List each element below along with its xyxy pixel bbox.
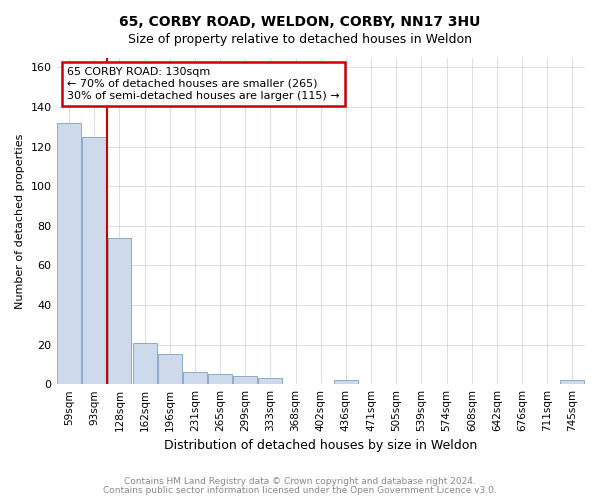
Text: 65 CORBY ROAD: 130sqm
← 70% of detached houses are smaller (265)
30% of semi-det: 65 CORBY ROAD: 130sqm ← 70% of detached … <box>67 68 340 100</box>
Bar <box>57 123 81 384</box>
Bar <box>158 354 182 384</box>
Text: 65, CORBY ROAD, WELDON, CORBY, NN17 3HU: 65, CORBY ROAD, WELDON, CORBY, NN17 3HU <box>119 15 481 29</box>
Bar <box>183 372 207 384</box>
X-axis label: Distribution of detached houses by size in Weldon: Distribution of detached houses by size … <box>164 440 478 452</box>
Bar <box>107 238 131 384</box>
Bar <box>82 136 106 384</box>
Bar <box>259 378 283 384</box>
Bar <box>233 376 257 384</box>
Bar <box>334 380 358 384</box>
Y-axis label: Number of detached properties: Number of detached properties <box>15 133 25 308</box>
Bar <box>133 342 157 384</box>
Bar <box>208 374 232 384</box>
Text: Size of property relative to detached houses in Weldon: Size of property relative to detached ho… <box>128 32 472 46</box>
Text: Contains public sector information licensed under the Open Government Licence v3: Contains public sector information licen… <box>103 486 497 495</box>
Text: Contains HM Land Registry data © Crown copyright and database right 2024.: Contains HM Land Registry data © Crown c… <box>124 478 476 486</box>
Bar <box>560 380 584 384</box>
